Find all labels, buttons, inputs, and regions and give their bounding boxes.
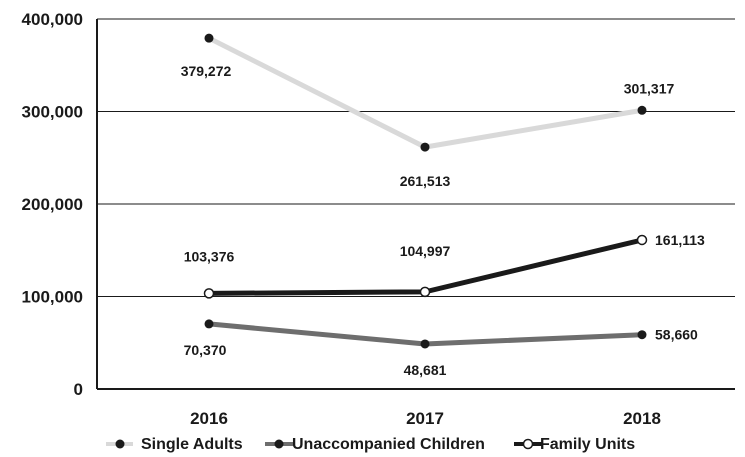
data-point bbox=[419, 286, 431, 298]
data-label: 161,113 bbox=[655, 232, 705, 248]
data-label: 58,660 bbox=[655, 327, 698, 343]
y-tick-label: 200,000 bbox=[22, 195, 83, 214]
data-point bbox=[420, 339, 430, 349]
x-tick-label: 2017 bbox=[406, 409, 444, 428]
data-label: 301,317 bbox=[624, 80, 675, 96]
y-tick-label: 0 bbox=[74, 380, 83, 399]
data-label: 70,370 bbox=[184, 342, 227, 358]
data-point bbox=[637, 105, 647, 115]
data-label: 379,272 bbox=[181, 63, 232, 79]
data-point bbox=[420, 142, 430, 152]
series bbox=[203, 33, 648, 349]
data-label: 48,681 bbox=[404, 362, 447, 378]
legend-marker bbox=[115, 439, 125, 449]
data-label: 261,513 bbox=[400, 173, 451, 189]
y-tick-label: 100,000 bbox=[22, 288, 83, 307]
data-labels: 379,272 261,513 301,317 70,370 48,681 58,660 1… bbox=[181, 63, 705, 378]
legend-label: Family Units bbox=[540, 436, 635, 453]
legend: Single Adults Unaccompanied Children Famil… bbox=[106, 436, 635, 453]
data-point bbox=[637, 330, 647, 340]
legend-label: Single Adults bbox=[141, 436, 243, 453]
data-point bbox=[203, 288, 215, 299]
legend-marker bbox=[274, 439, 284, 449]
series-line bbox=[207, 35, 643, 150]
legend-label: Unaccompanied Children bbox=[292, 436, 485, 453]
data-point bbox=[204, 33, 214, 43]
gridlines bbox=[97, 18, 735, 297]
legend-marker bbox=[522, 438, 534, 450]
data-label: 104,997 bbox=[400, 243, 451, 259]
x-tick-label: 2018 bbox=[623, 409, 661, 428]
data-point bbox=[636, 234, 648, 246]
x-tick-label: 2016 bbox=[190, 409, 228, 428]
y-tick-label: 300,000 bbox=[22, 103, 83, 122]
axes: 0 100,000 200,000 300,000 400,000 2016 2017 201… bbox=[22, 10, 735, 428]
data-point bbox=[204, 319, 214, 329]
y-tick-label: 400,000 bbox=[22, 10, 83, 29]
data-label: 103,376 bbox=[184, 248, 235, 264]
